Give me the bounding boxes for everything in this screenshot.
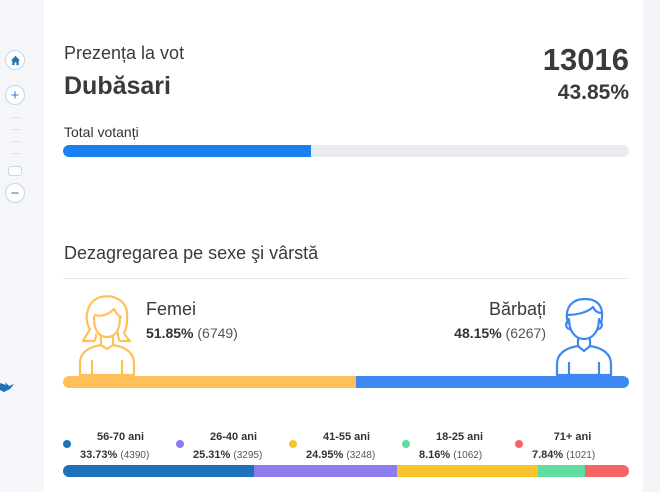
women-stats: 51.85% (6749)	[146, 325, 238, 341]
age-legend-item[interactable]: 18-25 ani 8.16% (1062)	[402, 431, 515, 465]
map-controls: + −	[0, 0, 44, 492]
map-zoom-in-button[interactable]: +	[5, 85, 25, 105]
map-region-shape[interactable]	[0, 380, 14, 394]
age-group-count: (3295)	[233, 450, 263, 461]
panel-subtitle: Prezența la vot	[64, 43, 185, 63]
age-color-dot	[289, 440, 297, 448]
breakdown-title: Dezagregarea pe sexe şi vârstă	[64, 243, 319, 263]
age-group-percent: 8.16%	[419, 449, 451, 461]
age-group-label: 41-55 ani	[322, 431, 371, 443]
age-group-values: 24.95% (3248)	[306, 449, 375, 461]
age-group-label: 26-40 ani	[209, 431, 258, 443]
age-group-values: 7.84% (1021)	[532, 449, 595, 461]
age-group-count: (3248)	[346, 450, 376, 461]
age-bar-segment[interactable]	[584, 465, 629, 477]
page-gutter	[643, 0, 660, 492]
total-turnout-percent: 43.85%	[557, 81, 629, 104]
women-label: Femei	[146, 299, 197, 319]
age-bar-segment[interactable]	[253, 465, 398, 477]
age-legend-item[interactable]: 56-70 ani 33.73% (4390)	[63, 431, 176, 465]
men-stats: 48.15% (6267)	[454, 325, 546, 341]
women-count: (6749)	[197, 325, 238, 341]
age-bar-segment[interactable]	[538, 465, 585, 477]
turnout-progress-fill	[63, 145, 312, 157]
age-bar-segment[interactable]	[397, 465, 539, 477]
man-icon	[555, 297, 613, 377]
zoom-tick	[11, 117, 21, 118]
age-group-percent: 25.31%	[193, 449, 231, 461]
age-group-label: 71+ ani	[553, 431, 592, 443]
age-bar-segment[interactable]	[63, 465, 254, 477]
region-name: Dubăsari	[64, 72, 171, 100]
age-group-values: 25.31% (3295)	[193, 449, 262, 461]
divider	[63, 278, 629, 279]
turnout-bar-label: Total votanți	[64, 124, 139, 140]
men-percent: 48.15%	[454, 325, 502, 341]
age-group-percent: 7.84%	[532, 449, 564, 461]
age-color-dot	[515, 440, 523, 448]
women-bar-segment[interactable]	[63, 376, 357, 388]
age-group-count: (1062)	[453, 450, 483, 461]
age-color-dot	[176, 440, 184, 448]
map-home-button[interactable]	[5, 50, 25, 70]
age-group-count: (4390)	[120, 450, 150, 461]
women-percent: 51.85%	[146, 325, 194, 341]
age-group-count: (1021)	[566, 450, 596, 461]
woman-icon	[78, 295, 136, 377]
age-legend-item[interactable]: 71+ ani 7.84% (1021)	[515, 431, 628, 465]
turnout-panel: Prezența la vot Dubăsari 13016 43.85% To…	[44, 0, 643, 492]
age-color-dot	[402, 440, 410, 448]
home-icon	[10, 55, 20, 65]
age-legend-item[interactable]: 41-55 ani 24.95% (3248)	[289, 431, 402, 465]
zoom-tick	[11, 141, 21, 142]
zoom-tick	[11, 153, 21, 154]
plus-icon: +	[10, 86, 20, 104]
age-group-values: 8.16% (1062)	[419, 449, 482, 461]
zoom-tick	[11, 129, 21, 130]
men-count: (6267)	[505, 325, 546, 341]
turnout-progress-bar	[63, 145, 629, 157]
age-group-percent: 24.95%	[306, 449, 344, 461]
sex-distribution-bar	[63, 376, 629, 388]
zoom-slider-handle[interactable]	[8, 166, 22, 176]
men-bar-segment[interactable]	[356, 376, 629, 388]
total-voters: 13016	[542, 42, 629, 77]
age-group-label: 18-25 ani	[435, 431, 484, 443]
age-color-dot	[63, 440, 71, 448]
age-legend: 56-70 ani 33.73% (4390) 26-40 ani 25.31%…	[63, 431, 629, 465]
age-distribution-bar	[63, 465, 629, 477]
age-group-label: 56-70 ani	[96, 431, 145, 443]
minus-icon: −	[10, 184, 20, 202]
age-group-percent: 33.73%	[80, 449, 118, 461]
men-label: Bărbați	[488, 299, 546, 319]
map-zoom-out-button[interactable]: −	[5, 183, 25, 203]
age-legend-item[interactable]: 26-40 ani 25.31% (3295)	[176, 431, 289, 465]
age-group-values: 33.73% (4390)	[80, 449, 149, 461]
